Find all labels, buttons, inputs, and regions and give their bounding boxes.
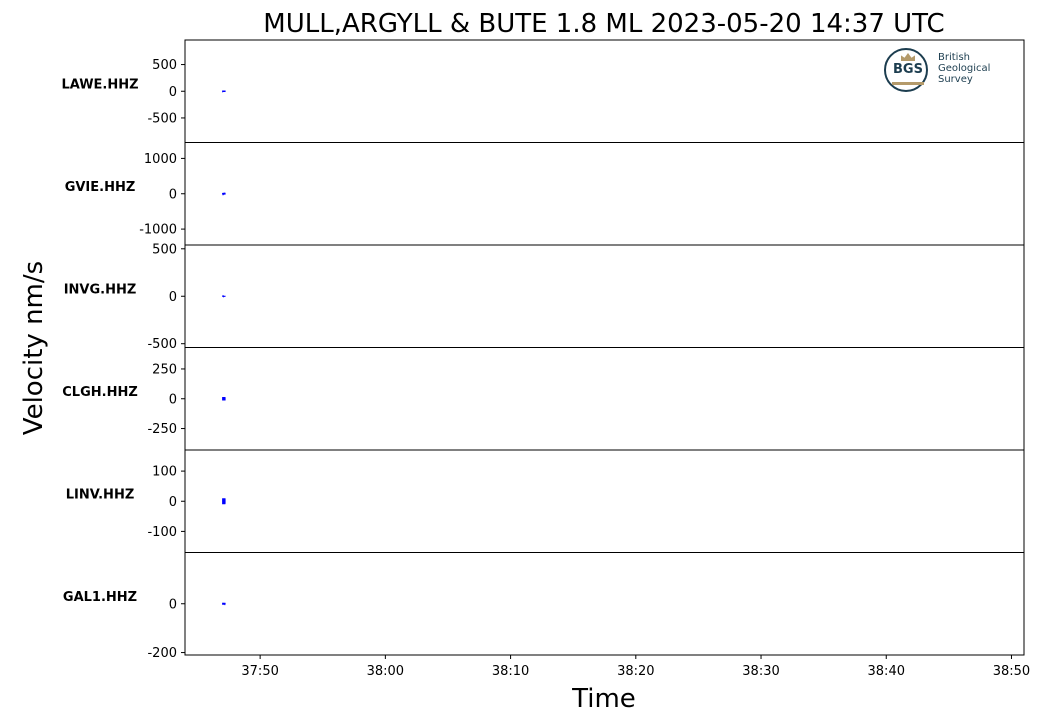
y-tick-label: 0 (169, 495, 177, 510)
waveform-linv-hhz (222, 498, 226, 505)
station-label: GAL1.HHZ (63, 590, 137, 605)
y-tick-label: 0 (169, 85, 177, 100)
logo-bar (892, 82, 924, 85)
y-tick-label: 1000 (144, 152, 177, 167)
panels: LAWE.HHZ5000-500GVIE.HHZ10000-1000INVG.H… (61, 39, 1025, 661)
logo-line-3: Survey (938, 74, 973, 85)
logo-text: British Geological Survey (938, 52, 990, 85)
chart-title: MULL,ARGYLL & BUTE 1.8 ML 2023-05-20 14:… (263, 9, 944, 39)
y-tick-label: 0 (169, 392, 177, 407)
y-tick-label: 500 (152, 242, 177, 257)
y-tick-label: 0 (169, 597, 177, 612)
logo-line-1: British (938, 52, 970, 63)
bgs-logo: BGS British Geological Survey (884, 48, 1004, 94)
x-tick-label: 38:30 (742, 664, 779, 679)
station-label: INVG.HHZ (64, 282, 137, 297)
station-label: LINV.HHZ (66, 487, 135, 502)
y-tick-label: -100 (147, 525, 177, 540)
y-tick-label: 250 (152, 362, 177, 377)
y-tick-label: -500 (147, 111, 177, 126)
y-tick-label: -250 (147, 422, 177, 437)
crown-icon (901, 53, 915, 61)
x-tick-label: 38:40 (868, 664, 905, 679)
waveform-lawe-hhz (222, 90, 226, 93)
y-tick-label: 500 (152, 58, 177, 73)
waveform-gvie-hhz (222, 192, 226, 196)
x-tick-label: 37:50 (241, 664, 278, 679)
waveform-gal1-hhz (222, 602, 226, 606)
x-tick-label: 38:20 (617, 664, 654, 679)
x-axis-label: Time (571, 684, 636, 714)
logo-abbr: BGS (893, 62, 923, 77)
x-tick-label: 38:10 (492, 664, 529, 679)
panel-frame (184, 142, 1025, 246)
panel-frame (184, 244, 1025, 348)
y-tick-label: 0 (169, 290, 177, 305)
station-label: GVIE.HHZ (65, 180, 136, 195)
station-label: CLGH.HHZ (62, 385, 138, 400)
logo-circle: BGS (884, 48, 928, 92)
y-tick-label: -1000 (139, 223, 177, 238)
y-axis-label: Velocity nm/s (19, 261, 49, 435)
logo-line-2: Geological (938, 63, 991, 74)
waveform-invg-hhz (222, 294, 226, 298)
station-label: LAWE.HHZ (61, 77, 138, 92)
waveform-clgh-hhz (222, 397, 226, 401)
y-tick-label: -500 (147, 337, 177, 352)
x-axis: 37:50 38:00 38:10 38:20 38:30 38:40 38:50 (241, 655, 1030, 679)
panel-frame (184, 552, 1025, 656)
y-tick-label: 100 (152, 465, 177, 480)
panel-frame (184, 449, 1025, 553)
y-tick-label: -200 (147, 646, 177, 661)
x-tick-label: 38:50 (993, 664, 1030, 679)
y-tick-label: 0 (169, 187, 177, 202)
x-tick-label: 38:00 (367, 664, 404, 679)
panel-frame (184, 347, 1025, 451)
